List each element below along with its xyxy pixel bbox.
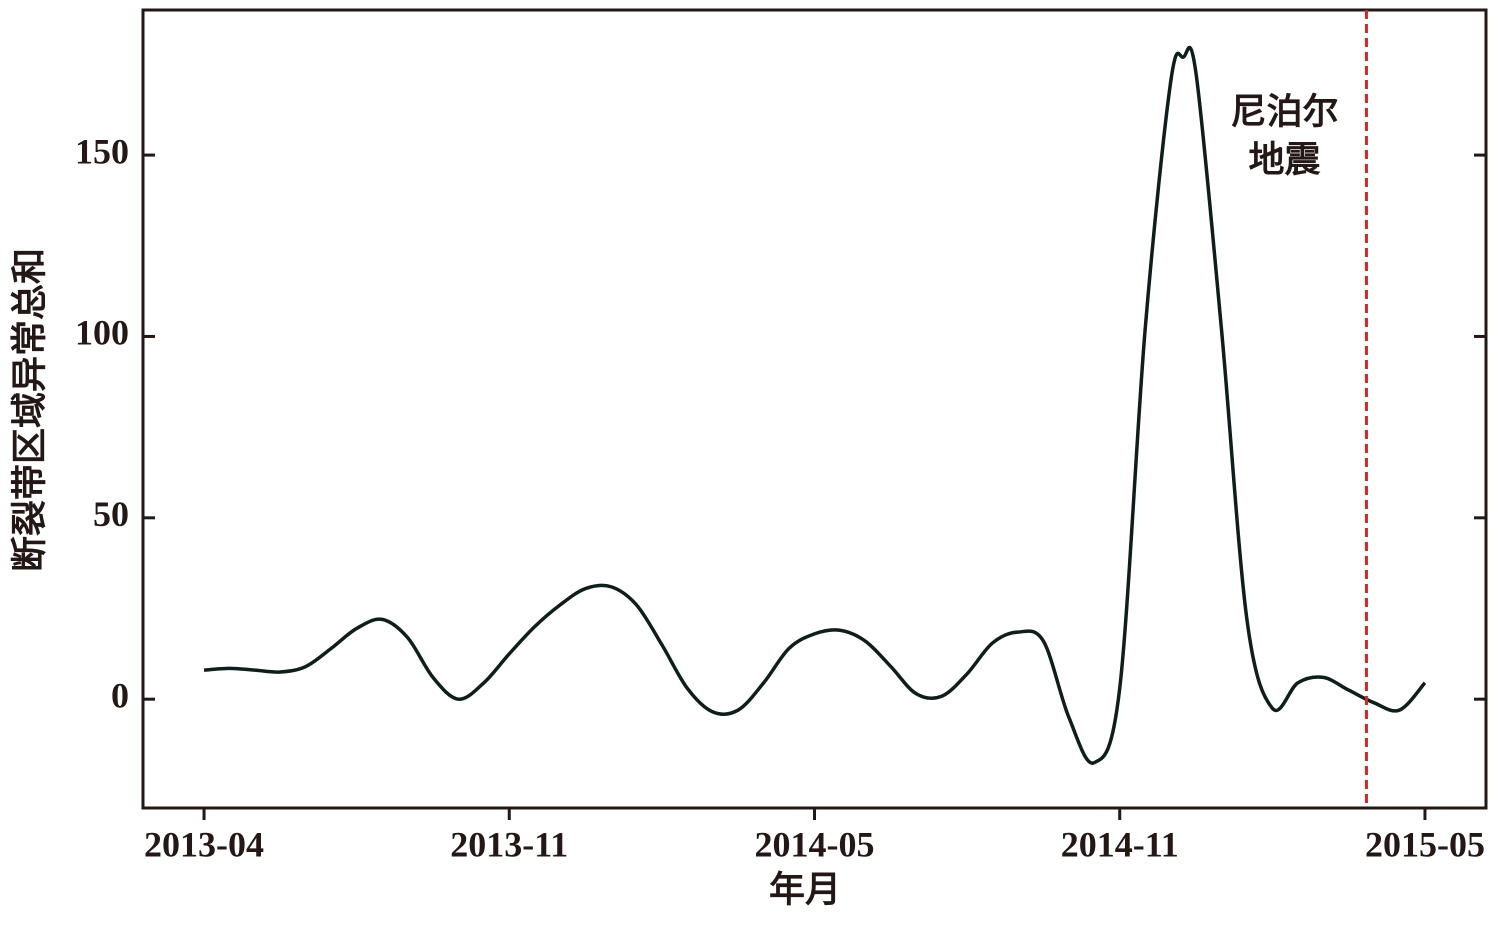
annotation: 尼泊尔 — [1230, 91, 1338, 131]
y-tick-label: 0 — [111, 675, 129, 715]
y-tick-label: 100 — [75, 313, 129, 353]
y-tick-label: 150 — [75, 131, 129, 171]
x-tick-label: 2013-11 — [450, 824, 568, 864]
x-axis-label: 年月 — [769, 869, 841, 909]
annotation: 地震 — [1248, 139, 1320, 179]
y-axis-label: 断裂带区域异常总和 — [9, 248, 49, 572]
line — [203, 45, 1427, 765]
x-tick-label: 2014-05 — [755, 824, 875, 864]
x-tick-label: 2013-04 — [144, 824, 264, 864]
x-tick-label: 2014-11 — [1061, 824, 1179, 864]
x-tick-label: 2015-05 — [1365, 824, 1485, 864]
y-tick-label: 50 — [93, 494, 129, 534]
